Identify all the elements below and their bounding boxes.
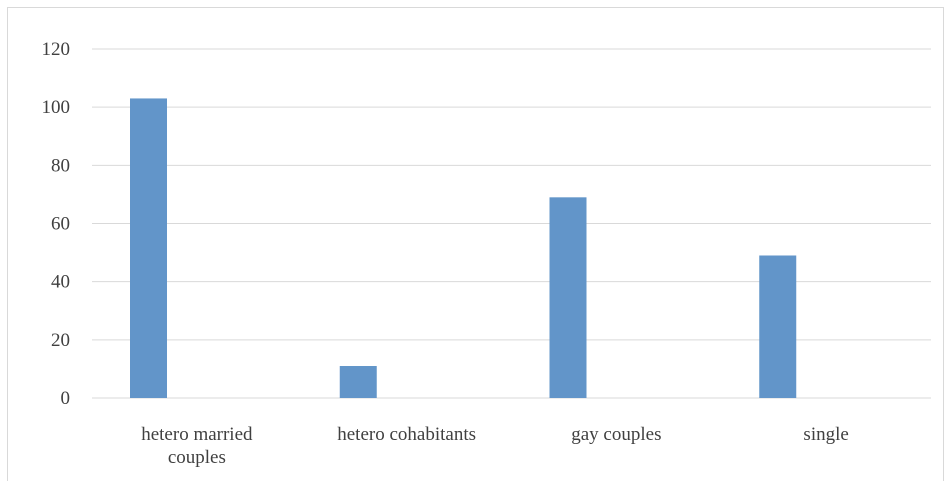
y-tick-label: 100 [42, 97, 71, 118]
y-tick-label: 80 [51, 155, 70, 176]
y-tick-label: 0 [61, 388, 71, 409]
y-tick-label: 120 [42, 39, 71, 60]
y-tick-label: 40 [51, 272, 70, 293]
x-category-label: single [803, 424, 848, 445]
bars [130, 98, 797, 399]
bar-hetero-cohabitants [339, 366, 377, 398]
bar-single [759, 255, 797, 398]
y-tick-label: 60 [51, 214, 70, 235]
bar-hetero-married-couples [130, 98, 167, 399]
x-category-label: gay couples [571, 424, 661, 445]
bar-gay-couples [549, 197, 587, 398]
x-category-label: hetero married [141, 424, 253, 445]
gridlines [92, 48, 931, 399]
y-axis-ticks: 0 20 40 60 80 100 120 [42, 39, 71, 409]
x-category-label: hetero cohabitants [337, 424, 476, 445]
x-category-label: couples [168, 447, 226, 468]
y-tick-label: 20 [51, 330, 70, 351]
